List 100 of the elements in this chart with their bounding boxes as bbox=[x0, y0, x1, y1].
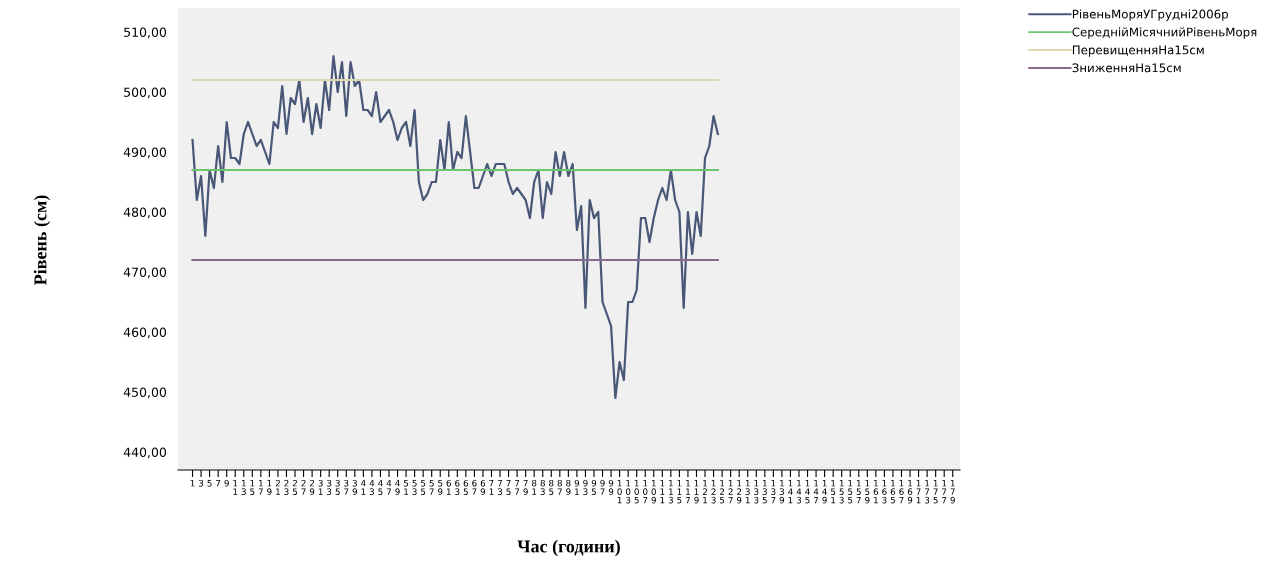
x-tick-label: 139 bbox=[779, 479, 785, 504]
x-tick-label: 17 3 bbox=[925, 479, 930, 504]
x-tick-label: 2 1 bbox=[275, 479, 280, 495]
y-tick-label: 500,00 bbox=[124, 87, 167, 99]
x-tick-label: 15 1 bbox=[831, 479, 836, 504]
x-tick-label: 1 53 bbox=[839, 479, 844, 504]
x-tick-label: 89 bbox=[566, 479, 571, 495]
x-tick-label: 103 bbox=[625, 479, 631, 504]
x-tick-label: 11 1 bbox=[660, 479, 665, 504]
x-tick-label: 49 bbox=[395, 479, 400, 495]
legend-label: ПеревищенняНа15см bbox=[1072, 45, 1204, 57]
x-tick-label: 9 bbox=[224, 479, 229, 487]
x-tick-label: 81 bbox=[532, 479, 537, 495]
y-axis-title: Рівень (см) bbox=[33, 195, 51, 285]
x-tick-label: 3 1 bbox=[318, 479, 323, 495]
y-tick-label: 450,00 bbox=[123, 387, 167, 399]
x-tick-label: 1 23 bbox=[711, 479, 716, 504]
x-tick-label: 85 bbox=[549, 479, 554, 495]
x-tick-label: 107 bbox=[643, 479, 648, 504]
x-tick-label: 1 bbox=[190, 479, 195, 487]
x-tick-label: 141 bbox=[788, 479, 793, 504]
legend-label: РівеньМоряУГрудні2006р bbox=[1072, 9, 1228, 21]
x-tick-label: 65 bbox=[463, 479, 469, 495]
x-tick-label: 119 bbox=[694, 479, 699, 504]
x-tick-label: 3 bbox=[198, 479, 204, 487]
x-tick-label: 25 bbox=[292, 479, 298, 495]
x-tick-label: 97 bbox=[600, 479, 605, 495]
x-tick-label: 7 1 bbox=[489, 479, 494, 495]
x-tick-label: 113 bbox=[668, 479, 673, 504]
x-tick-label: 99 bbox=[608, 479, 614, 495]
x-tick-label: 165 bbox=[890, 479, 896, 504]
x-tick-label: 13 3 bbox=[754, 479, 759, 504]
x-tick-label: 1 43 bbox=[796, 479, 802, 504]
y-tick-label: 470,00 bbox=[123, 267, 167, 279]
x-tick-label: 29 bbox=[309, 479, 315, 495]
x-tick-label: 1 35 bbox=[762, 479, 767, 504]
x-tick-label: 15 bbox=[250, 479, 255, 495]
x-axis-title: Час (години) bbox=[517, 539, 620, 557]
x-tick-label: 23 bbox=[284, 479, 289, 495]
x-tick-label: 115 bbox=[677, 479, 682, 504]
x-tick-label: 4 1 bbox=[361, 479, 366, 495]
x-tick-label: 101 bbox=[617, 479, 622, 504]
x-tick-label: 27 bbox=[301, 479, 306, 495]
y-tick-label: 440,00 bbox=[123, 447, 167, 459]
x-tick-label: 11 bbox=[233, 479, 238, 495]
x-tick-label: 177 bbox=[942, 479, 947, 504]
y-tick-label: 510,00 bbox=[124, 27, 167, 39]
y-tick-label: 490,00 bbox=[123, 147, 167, 159]
x-tick-label: 43 bbox=[369, 479, 375, 495]
x-tick-label: 57 bbox=[429, 479, 434, 495]
x-tick-label: 83 bbox=[540, 479, 545, 495]
x-tick-label: 129 bbox=[736, 479, 742, 504]
x-tick-label: 7 9 bbox=[523, 479, 528, 495]
x-tick-label: 179 bbox=[950, 479, 955, 504]
x-tick-label: 159 bbox=[865, 479, 870, 504]
x-tick-label: 171 bbox=[916, 479, 921, 504]
x-tick-label: 73 bbox=[497, 479, 503, 495]
y-tick-label: 460,00 bbox=[123, 327, 167, 339]
x-tick-label: 53 bbox=[412, 479, 417, 495]
x-tick-label: 157 bbox=[856, 479, 861, 504]
x-tick-label: 39 bbox=[352, 479, 357, 495]
x-tick-label: 37 bbox=[344, 479, 349, 495]
x-tick-label: 105 bbox=[634, 479, 639, 504]
x-tick-label: 161 bbox=[873, 479, 879, 504]
x-tick-label: 6 1 bbox=[446, 479, 452, 495]
x-tick-label: 109 bbox=[651, 479, 656, 504]
x-tick-label: 69 bbox=[480, 479, 486, 495]
x-tick-label: 1 3 bbox=[241, 479, 246, 495]
x-tick-label: 121 bbox=[702, 479, 707, 504]
x-tick-label: 87 bbox=[557, 479, 562, 495]
x-tick-label: 145 bbox=[805, 479, 810, 504]
x-tick-label: 35 bbox=[335, 479, 340, 495]
x-tick-label: 45 bbox=[378, 479, 383, 495]
x-tick-label: 5 bbox=[207, 479, 212, 487]
x-tick-label: 47 bbox=[386, 479, 392, 495]
x-tick-label: 169 bbox=[907, 479, 913, 504]
x-tick-label: 95 bbox=[591, 479, 597, 495]
legend-label: СереднійМісячнийРівеньМоря bbox=[1072, 27, 1257, 39]
x-tick-label: 137 bbox=[771, 479, 776, 504]
x-tick-label: 5 1 bbox=[403, 479, 409, 495]
line-series bbox=[191, 54, 719, 400]
x-tick-label: 117 bbox=[685, 479, 690, 504]
x-tick-label: 75 bbox=[506, 479, 511, 495]
x-tick-label: 167 bbox=[899, 479, 904, 504]
x-tick-label: 175 bbox=[933, 479, 938, 504]
x-tick-label: 63 bbox=[455, 479, 460, 495]
x-tick-label: 33 bbox=[327, 479, 332, 495]
x-tick-label: 59 bbox=[438, 479, 443, 495]
x-tick-label: 125 bbox=[719, 479, 725, 504]
x-tick-label: 7 bbox=[216, 479, 221, 487]
x-tick-label: 149 bbox=[822, 479, 827, 504]
y-tick-label: 480,00 bbox=[123, 207, 167, 219]
x-tick-label: 67 bbox=[472, 479, 477, 495]
x-tick-label: 91 bbox=[574, 479, 580, 495]
x-tick-label: 55 bbox=[421, 479, 426, 495]
legend-label: ЗниженняНа15см bbox=[1072, 63, 1181, 73]
x-tick-label: 1 63 bbox=[882, 479, 887, 504]
x-tick-label: 127 bbox=[728, 479, 733, 504]
x-tick-label: 155 bbox=[848, 479, 853, 504]
x-tick-label: 1 7 bbox=[258, 479, 263, 495]
